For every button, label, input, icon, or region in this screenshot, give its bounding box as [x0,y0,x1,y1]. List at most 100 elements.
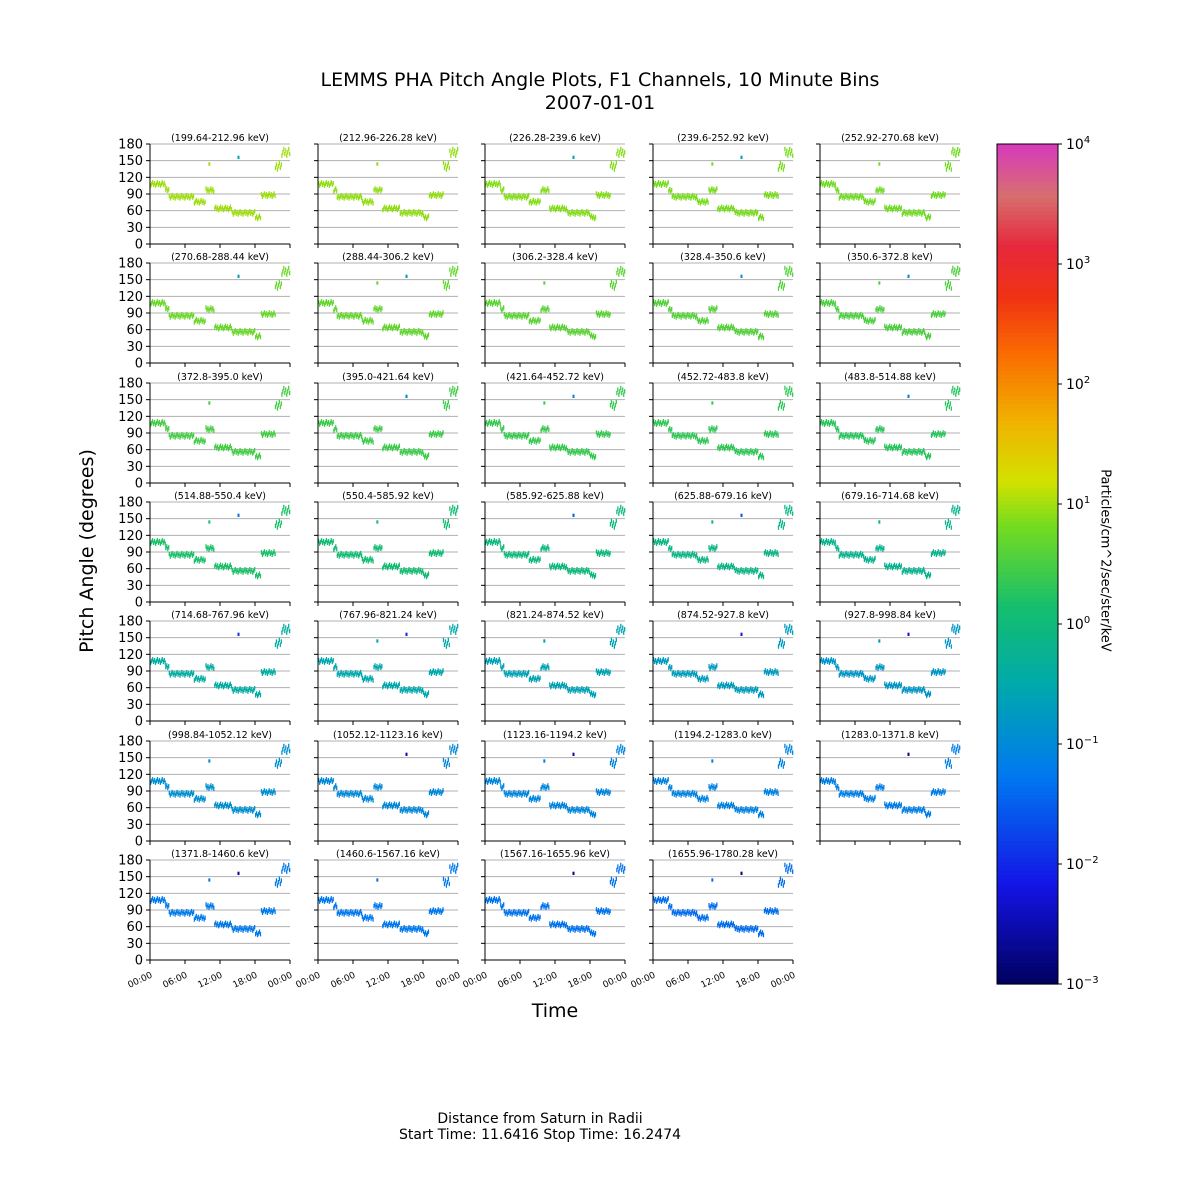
data-bin [537,436,539,442]
data-bin [917,687,919,693]
data-bin [500,187,502,192]
y-tick-label: 120 [118,529,143,544]
data-bin [425,574,428,580]
data-bin [590,573,592,578]
data-bin [921,570,923,575]
data-bin [274,790,276,796]
data-bin [171,669,173,675]
data-bin [268,310,270,315]
data-bin [336,427,338,433]
data-bin [244,448,246,453]
data-bin [661,300,664,306]
data-bin [857,551,859,557]
data-bin [680,793,682,798]
data-bin [913,448,915,453]
data-bin [390,563,393,568]
data-bin [527,311,530,317]
data-bin [771,550,773,555]
data-bin [921,212,923,217]
data-bin [192,792,194,797]
data-bin [253,210,255,216]
data-bin [719,565,721,571]
data-bin [369,674,371,680]
data-bin [917,568,919,574]
data-bin [843,673,845,678]
data-bin [726,446,729,451]
data-bin [281,392,283,397]
data-bin [820,299,823,304]
data-bin [777,525,780,530]
data-bin [710,664,712,670]
data-bin [426,692,429,697]
data-bin [196,558,198,563]
data-bin [252,689,254,694]
data-bin [173,551,175,557]
data-bin [565,206,567,211]
data-bin [839,433,841,438]
data-bin [436,789,438,795]
data-bin [566,448,568,453]
data-bin [382,326,384,332]
data-bin [671,552,673,557]
data-bin [557,207,560,212]
data-bin [518,789,520,795]
data-bin [245,450,247,455]
data-bin [908,448,910,453]
data-bin [440,791,442,796]
data-bin [419,569,421,574]
data-bin [840,311,842,317]
data-bin [205,305,207,310]
data-bin [409,330,411,335]
data-bin [278,279,280,285]
data-bin [415,806,417,812]
data-bin [188,193,190,199]
data-bin [765,551,768,557]
data-bin [168,432,170,438]
data-bin [909,688,911,693]
data-bin [439,550,441,555]
data-bin [405,567,407,573]
data-bin [159,780,161,785]
data-bin [457,385,459,391]
data-bin [547,186,549,191]
data-bin [244,686,246,691]
data-bin [337,670,339,676]
data-bin [908,567,910,572]
data-bin [362,440,364,445]
data-bin [150,420,153,426]
data-bin [495,299,497,305]
data-bin [265,669,267,674]
data-bin [843,554,845,559]
data-bin [566,686,568,691]
data-bin [212,784,214,789]
data-bin [366,198,368,204]
panel-title: (252.92-270.68 keV) [841,133,939,144]
data-bin [945,286,948,291]
data-bin [781,162,783,167]
data-bin [485,657,488,663]
data-bin [718,802,720,807]
data-bin [688,314,690,319]
data-bin [187,792,189,797]
data-bin [790,509,792,515]
data-bin [261,791,264,796]
data-bin [376,520,379,524]
data-bin [436,311,438,317]
data-bin [204,438,206,443]
data-bin [700,676,702,681]
data-bin [323,422,326,427]
data-bin [366,795,368,801]
data-bin [235,450,237,455]
data-bin [880,188,882,194]
data-bin [873,438,875,443]
data-bin [544,306,546,311]
data-bin [346,553,348,558]
data-bin [413,567,415,572]
data-bin [357,312,359,318]
data-bin [424,214,427,219]
data-bin [619,627,621,632]
data-bin [365,797,367,802]
data-bin [428,670,431,676]
data-bin [738,809,740,814]
data-bin [690,196,692,201]
